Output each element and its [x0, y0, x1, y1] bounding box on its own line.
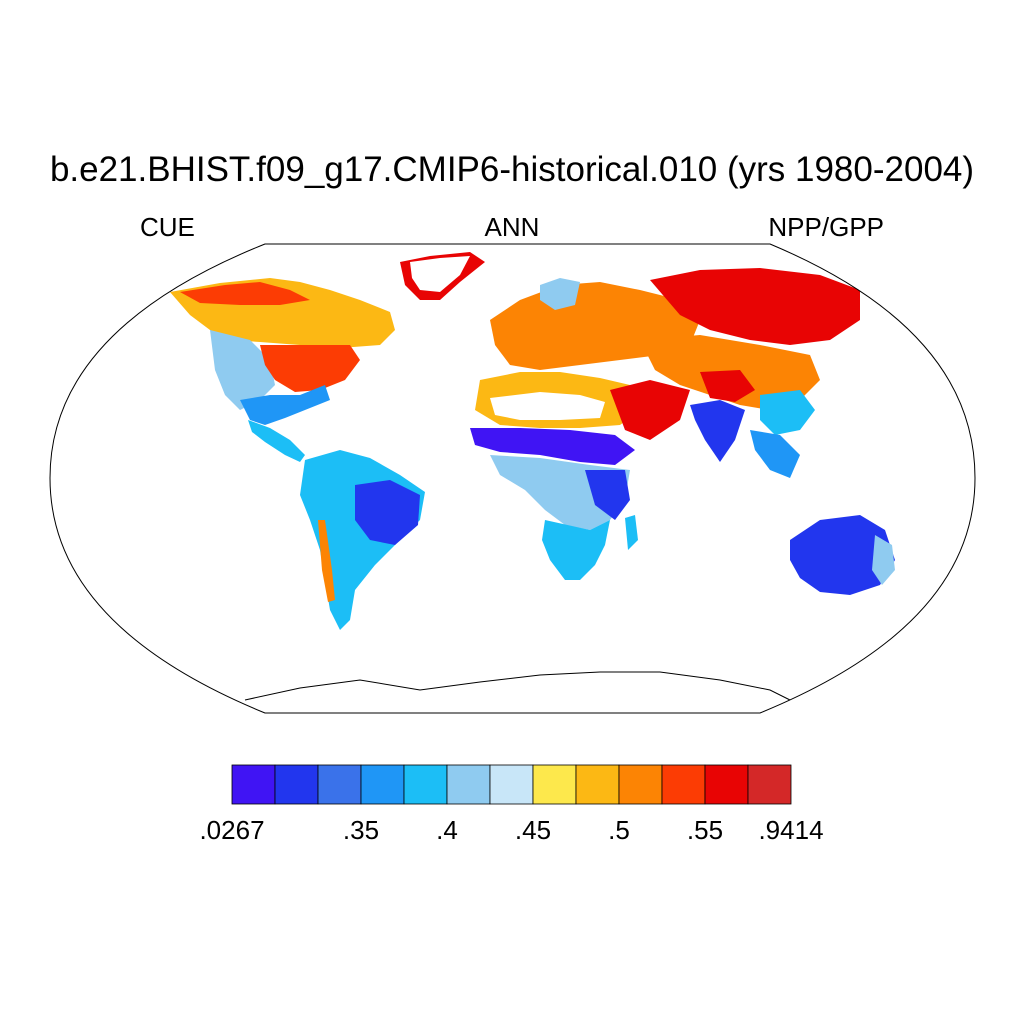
australia-east [872, 535, 895, 585]
andes [318, 520, 335, 602]
north-america-north-red [180, 282, 310, 305]
tick-label-2: .4 [436, 815, 458, 845]
colorbar-swatch-5 [446, 764, 491, 805]
north-america-east [260, 345, 360, 392]
colorbar-swatch-10 [661, 764, 706, 805]
colorbar-swatch-4 [403, 764, 448, 805]
sahara-blank [490, 392, 605, 420]
brazil-east [355, 480, 420, 545]
colorbar-swatch-12 [747, 764, 792, 805]
tick-label-6: .9414 [758, 815, 824, 845]
colorbar-swatch-8 [575, 764, 620, 805]
central-america [248, 420, 305, 462]
north-america-south [240, 385, 330, 425]
tick-label-4: .5 [608, 815, 630, 845]
colorbar-swatch-11 [704, 764, 749, 805]
africa-south [542, 520, 610, 580]
colorbar-swatch-6 [489, 764, 534, 805]
australia [790, 515, 895, 595]
india [690, 400, 745, 462]
antarctica [244, 671, 801, 706]
sahel [470, 428, 635, 465]
colorbar-swatch-9 [618, 764, 663, 805]
china-east [760, 390, 815, 435]
colorbar-swatch-7 [532, 764, 577, 805]
map-border [49, 243, 976, 714]
tick-label-1: .35 [342, 815, 380, 845]
tibet [700, 370, 755, 402]
scandinavia [540, 278, 580, 310]
colorbar-swatch-1 [274, 764, 319, 805]
tick-label-3: .45 [514, 815, 552, 845]
season-label: ANN [484, 212, 540, 242]
colorbar-swatch-0 [231, 764, 276, 805]
variable-label: CUE [140, 212, 195, 242]
tick-label-0: .0267 [199, 815, 265, 845]
colorbar-swatch-3 [360, 764, 405, 805]
madagascar [625, 515, 638, 550]
units-label: NPP/GPP [768, 212, 884, 242]
greenland-interior [410, 256, 470, 292]
eurasia-north [650, 268, 860, 345]
tick-label-5: .55 [686, 815, 724, 845]
southeast-asia [750, 430, 800, 478]
plot-title: b.e21.BHIST.f09_g17.CMIP6-historical.010… [49, 150, 975, 189]
colorbar-swatch-2 [317, 764, 362, 805]
africa-east [585, 470, 630, 520]
north-america-west [210, 330, 275, 410]
middle-east [610, 380, 690, 440]
